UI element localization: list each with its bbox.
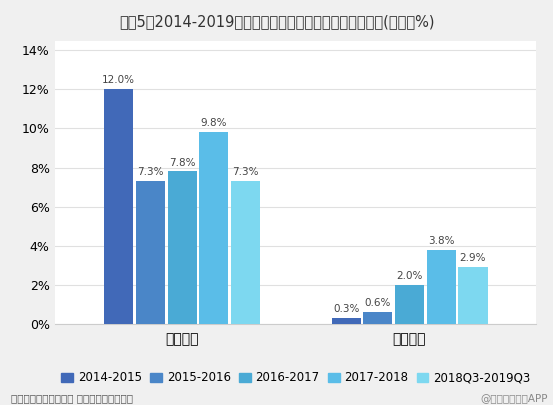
Text: 3.8%: 3.8% — [428, 236, 455, 246]
Bar — [363, 312, 392, 324]
Text: 2.9%: 2.9% — [460, 254, 486, 263]
Text: @前瞻经济学人APP: @前瞻经济学人APP — [480, 393, 547, 403]
Bar — [427, 250, 456, 324]
Bar — [136, 181, 165, 324]
Text: 0.6%: 0.6% — [364, 298, 391, 308]
Text: 资料来源：凯度、贝恩 前瞻产业研究院整理: 资料来源：凯度、贝恩 前瞻产业研究院整理 — [11, 393, 133, 403]
Bar — [395, 285, 424, 324]
Bar — [168, 171, 197, 324]
Bar — [200, 132, 228, 324]
Text: 0.3%: 0.3% — [333, 304, 359, 314]
Legend: 2014-2015, 2015-2016, 2016-2017, 2017-2018, 2018Q3-2019Q3: 2014-2015, 2015-2016, 2016-2017, 2017-20… — [56, 367, 535, 389]
Bar — [458, 267, 488, 324]
Bar — [332, 318, 361, 324]
Text: 2.0%: 2.0% — [397, 271, 422, 281]
Bar — [231, 181, 260, 324]
Text: 7.3%: 7.3% — [232, 167, 259, 177]
Text: 12.0%: 12.0% — [102, 75, 135, 85]
Text: 图表5：2014-2019年个人护理和家庭护理平均售价增长率(单位：%): 图表5：2014-2019年个人护理和家庭护理平均售价增长率(单位：%) — [119, 14, 434, 29]
Bar — [104, 90, 133, 324]
Text: 7.8%: 7.8% — [169, 158, 195, 168]
Text: 7.3%: 7.3% — [137, 167, 164, 177]
Text: 9.8%: 9.8% — [201, 119, 227, 128]
